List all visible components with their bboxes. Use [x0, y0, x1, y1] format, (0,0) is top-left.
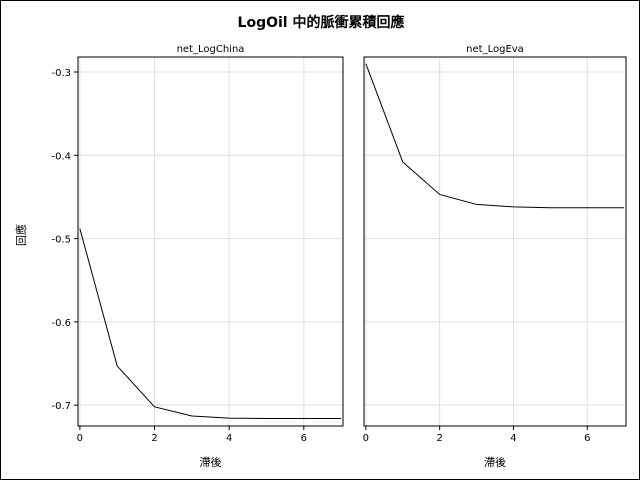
- panel-2: net_LogEva 0 2 4 6 滯後: [363, 44, 627, 469]
- x-tick-label: 2: [436, 433, 442, 444]
- panel-title: net_LogChina: [177, 44, 245, 55]
- panel-1: net_LogChina 0 2 4 6 -0.3 -0.4 -0.5 -0.6 -0.7 滯後: [51, 44, 344, 469]
- y-tick-label: -0.4: [51, 151, 71, 162]
- y-tick-label: -0.7: [51, 401, 71, 412]
- x-tick-label: 4: [226, 433, 232, 444]
- x-tick-label: 0: [77, 433, 83, 444]
- y-axis-label: 回應: [14, 224, 28, 246]
- panel-frame: [77, 56, 344, 427]
- x-tick-label: 4: [510, 433, 516, 444]
- x-tick-label: 6: [584, 433, 590, 444]
- x-tick-label: 2: [151, 433, 157, 444]
- x-tick-label: 6: [301, 433, 307, 444]
- panel-title: net_LogEva: [466, 44, 524, 55]
- y-tick-label: -0.6: [51, 318, 71, 329]
- panel-frame: [363, 56, 627, 427]
- chart-title: LogOil 中的脈衝累積回應: [238, 14, 405, 31]
- x-axis-label: 滯後: [484, 455, 506, 469]
- x-axis-label: 滯後: [200, 455, 222, 469]
- y-tick-label: -0.3: [51, 68, 71, 79]
- x-tick-label: 0: [363, 433, 369, 444]
- series-line: [79, 228, 342, 419]
- y-tick-label: -0.5: [51, 235, 71, 246]
- series-line: [365, 63, 625, 209]
